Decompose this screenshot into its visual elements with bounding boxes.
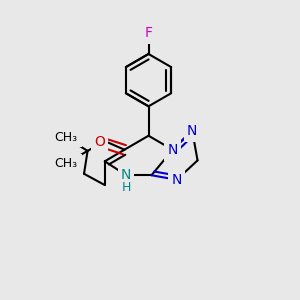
Text: O: O	[93, 133, 106, 151]
Text: N: N	[187, 124, 197, 138]
Text: N: N	[172, 173, 182, 187]
Text: N: N	[167, 143, 178, 157]
Text: CH₃: CH₃	[55, 131, 78, 144]
Text: CH₃: CH₃	[55, 157, 78, 170]
Text: H: H	[122, 181, 131, 194]
Text: F: F	[144, 24, 153, 42]
Text: O: O	[94, 135, 105, 149]
Text: N: N	[170, 171, 183, 189]
Text: N: N	[166, 141, 179, 159]
Text: N: N	[120, 166, 133, 184]
Text: H: H	[121, 180, 132, 195]
Text: CH₃: CH₃	[52, 156, 80, 171]
Text: CH₃: CH₃	[52, 130, 80, 145]
Text: N: N	[121, 168, 131, 182]
Text: N: N	[186, 122, 199, 140]
Text: F: F	[145, 26, 152, 40]
